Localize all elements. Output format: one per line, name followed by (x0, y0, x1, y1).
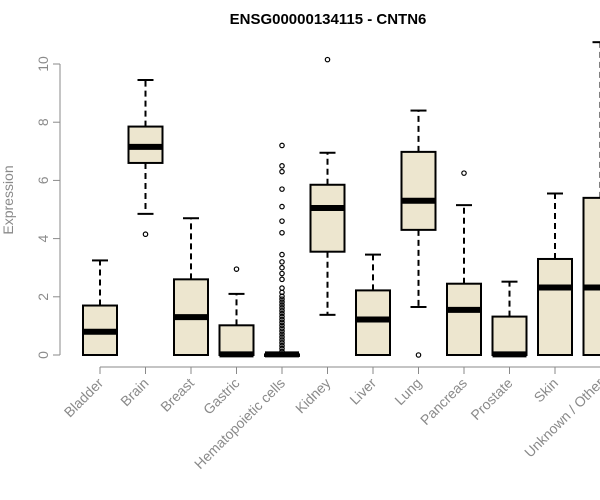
box-group (127, 79, 164, 238)
y-axis: 0 2 4 6 8 10 (35, 56, 61, 359)
y-tick-label: 0 (35, 351, 51, 359)
box (446, 282, 482, 356)
box-group (400, 109, 437, 358)
outlier-point (233, 266, 240, 272)
x-tick-label: Breast (157, 375, 197, 415)
outlier-point (279, 186, 285, 192)
outlier-point (279, 285, 285, 291)
boxes-layer (82, 41, 600, 358)
x-tick-label: Gastric (200, 375, 243, 418)
outlier-point (279, 342, 285, 349)
outlier-point (279, 322, 285, 329)
outlier-point (279, 259, 285, 265)
outlier-point (279, 313, 285, 320)
outlier-point (279, 305, 285, 311)
outlier-point (279, 310, 285, 317)
box (218, 324, 255, 356)
x-tick-label: Prostate (467, 375, 515, 423)
y-tick-label: 4 (35, 234, 51, 242)
outlier-point (279, 270, 285, 277)
outlier-point (279, 319, 285, 326)
x-tick-label: Lung (391, 375, 424, 408)
box (582, 196, 600, 356)
box-group (446, 170, 482, 356)
outlier-point (279, 328, 285, 334)
x-tick-label: Liver (346, 375, 379, 408)
y-axis-label: Expression (0, 165, 16, 234)
x-tick-label: Brain (117, 375, 151, 409)
outlier-point (142, 231, 149, 238)
x-tick-label: Bladder (61, 375, 107, 421)
box (491, 315, 528, 357)
box-group (537, 192, 573, 356)
outlier-point (279, 229, 285, 236)
box (537, 257, 573, 356)
y-tick-label: 8 (35, 118, 51, 126)
outlier-point (279, 316, 285, 323)
outlier-point (415, 352, 422, 358)
outlier-point (279, 276, 285, 283)
outlier-point (279, 163, 285, 169)
outlier-point (461, 170, 467, 176)
outlier-point (279, 307, 285, 314)
outlier-point (279, 337, 285, 343)
x-tick-label: Hematopoietic cells (191, 375, 288, 472)
outlier-point (279, 334, 285, 340)
box-group (82, 259, 118, 356)
box-group (218, 266, 255, 358)
outlier-point (279, 251, 285, 258)
x-tick-label: Pancreas (417, 375, 470, 428)
outlier-point (279, 203, 285, 210)
outlier-point (279, 325, 285, 332)
box-group (173, 217, 209, 356)
outlier-point (279, 331, 285, 337)
box (309, 183, 346, 253)
outlier-point (279, 264, 285, 271)
outlier-point (279, 296, 285, 302)
box-group (582, 41, 600, 356)
x-tick-label: Kidney (292, 375, 334, 417)
box (355, 289, 391, 357)
x-tick-label: Unknown / Other (521, 375, 600, 461)
x-tick-label: Skin (531, 375, 562, 406)
y-tick-label: 6 (35, 176, 51, 184)
outlier-point (279, 348, 285, 355)
outlier-point (279, 345, 285, 352)
box-group (264, 142, 300, 358)
outlier-point (279, 293, 285, 300)
outlier-point (279, 142, 285, 149)
box-group (309, 56, 346, 316)
outlier-point (324, 56, 331, 63)
box-group (355, 253, 391, 357)
y-tick-label: 10 (35, 56, 51, 72)
box (400, 150, 437, 231)
y-tick-label: 2 (35, 293, 51, 301)
outlier-point (279, 299, 285, 305)
outlier-point (279, 339, 285, 346)
outlier-point (279, 168, 285, 175)
outlier-point (279, 218, 285, 224)
chart-title: ENSG00000134115 - CNTN6 (230, 11, 427, 28)
box-group (491, 280, 528, 358)
outlier-point (279, 302, 285, 308)
